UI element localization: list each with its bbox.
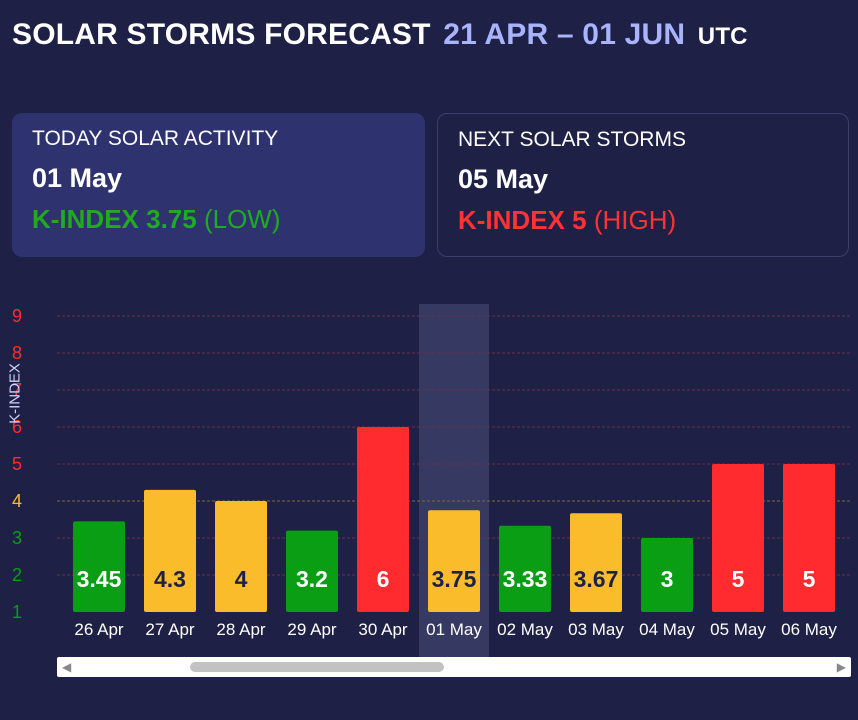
y-tick-label: 5: [12, 454, 22, 474]
x-tick-label: 01 May: [426, 620, 482, 639]
bar: [357, 427, 409, 612]
today-level: (LOW): [203, 204, 281, 234]
today-activity-card: TODAY SOLAR ACTIVITY 01 May K-INDEX 3.75…: [12, 113, 425, 257]
today-date: 01 May: [32, 163, 123, 193]
bar-value-label: 5: [732, 566, 745, 592]
next-level: (HIGH): [593, 205, 677, 235]
y-tick-label: 9: [12, 306, 22, 326]
kindex-chart: 1 2 3 4 5 6 7 8 9 3.45 26 Apr 4.3 27 Apr 4 28 Apr 3.2 29…: [12, 304, 851, 660]
bar: [286, 530, 338, 612]
x-tick-label: 06 May: [781, 620, 837, 639]
x-tick-label: 30 Apr: [358, 620, 407, 639]
y-tick-label: 7: [12, 380, 22, 400]
bar: [499, 525, 551, 612]
bar: [428, 510, 480, 612]
bar-value-label: 3: [661, 566, 674, 592]
x-tick-label: 26 Apr: [74, 620, 123, 639]
next-card-label: NEXT SOLAR STORMS: [458, 128, 686, 151]
y-tick-label: 3: [12, 528, 22, 548]
next-date: 05 May: [458, 164, 549, 194]
y-tick-label: 6: [12, 417, 22, 437]
bar-value-label: 3.33: [503, 566, 548, 592]
x-tick-label: 28 Apr: [216, 620, 265, 639]
bar: [215, 501, 267, 612]
bar-value-label: 4.3: [154, 566, 186, 592]
bar: [73, 521, 125, 612]
next-kindex: K-INDEX 5: [458, 205, 587, 235]
scroll-thumb[interactable]: [190, 662, 444, 672]
bar-value-label: 3.2: [296, 566, 328, 592]
x-tick-label: 29 Apr: [287, 620, 336, 639]
y-tick-label: 8: [12, 343, 22, 363]
bar-value-label: 5: [803, 566, 816, 592]
bar-value-label: 3.67: [574, 566, 619, 592]
horizontal-scrollbar[interactable]: ◀ ▶: [57, 657, 851, 677]
bar-value-label: 4: [235, 566, 248, 592]
x-tick-label: 27 Apr: [145, 620, 194, 639]
y-axis-label: K-INDEX: [6, 363, 24, 424]
next-storms-card: NEXT SOLAR STORMS 05 May K-INDEX 5 (HIGH…: [437, 113, 849, 257]
page-title: SOLAR STORMS FORECAST 21 APR – 01 JUN UT…: [12, 18, 748, 52]
next-kindex-line: K-INDEX 5 (HIGH): [458, 205, 828, 236]
scroll-left-arrow-icon[interactable]: ◀: [62, 660, 72, 674]
x-tick-label: 02 May: [497, 620, 553, 639]
bar: [641, 538, 693, 612]
timezone-label: UTC: [697, 23, 748, 50]
y-tick-label: 1: [12, 602, 22, 622]
scroll-right-arrow-icon[interactable]: ▶: [836, 660, 846, 674]
x-tick-label: 04 May: [639, 620, 695, 639]
today-card-label: TODAY SOLAR ACTIVITY: [32, 127, 279, 150]
bar: [783, 464, 835, 612]
today-kindex: K-INDEX 3.75: [32, 204, 197, 234]
bar: [712, 464, 764, 612]
title-text: SOLAR STORMS FORECAST: [12, 18, 431, 51]
x-tick-label: 03 May: [568, 620, 624, 639]
bar-value-label: 3.75: [432, 566, 477, 592]
bar: [570, 513, 622, 612]
bar: [144, 489, 196, 612]
bar-value-label: 3.45: [77, 566, 122, 592]
bar-value-label: 6: [377, 566, 390, 592]
x-tick-label: 05 May: [710, 620, 766, 639]
y-tick-label: 2: [12, 565, 22, 585]
today-kindex-line: K-INDEX 3.75 (LOW): [32, 204, 405, 235]
y-tick-label: 4: [12, 491, 22, 511]
date-range: 21 APR – 01 JUN: [443, 18, 686, 51]
